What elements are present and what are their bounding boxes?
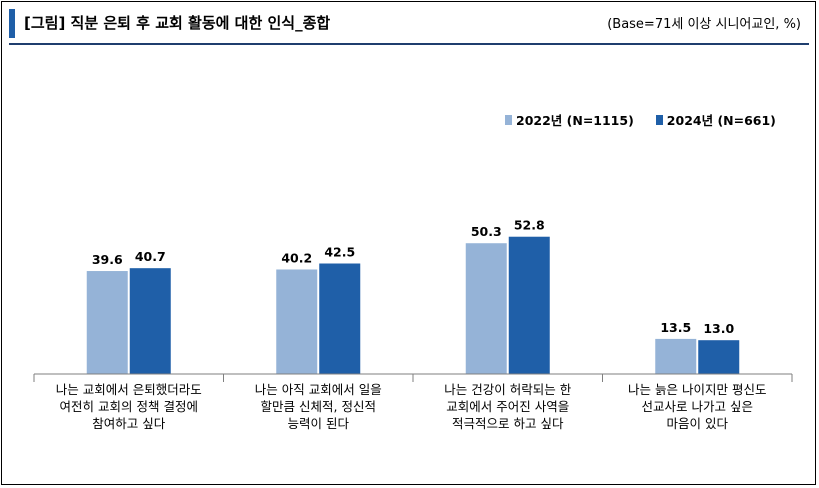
data-label-2024-cat-4: 13.0 xyxy=(703,321,734,336)
legend: 2022년 (N=1115) 2024년 (N=661) xyxy=(505,110,798,129)
bar-2022-cat-3 xyxy=(465,243,507,374)
legend-label-2024: 2024년 (N=661) xyxy=(666,113,776,128)
bar-2024-cat-4 xyxy=(698,340,740,374)
data-label-2022-cat-1: 39.6 xyxy=(92,252,123,267)
legend-swatch-2022 xyxy=(505,114,512,125)
title-rule xyxy=(9,43,809,45)
legend-swatch-2024 xyxy=(655,114,663,125)
category-label-3: 나는 건강이 허락되는 한 교회에서 주어진 사역을 적극적으로 하고 싶다 xyxy=(444,382,572,431)
data-label-2022-cat-3: 50.3 xyxy=(471,224,502,239)
legend-item-2024: 2024년 (N=661) xyxy=(655,110,776,129)
data-label-2024-cat-2: 42.5 xyxy=(324,245,355,260)
bar-2022-cat-4 xyxy=(655,338,697,374)
category-label-1: 나는 교회에서 은퇴했더라도 여전히 교회의 정책 결정에 참여하고 싶다 xyxy=(55,382,202,431)
bar-2022-cat-1 xyxy=(86,271,128,374)
title-accent-bar xyxy=(9,9,15,38)
legend-label-2022: 2022년 (N=1115) xyxy=(516,113,634,128)
bar-2022-cat-2 xyxy=(276,269,318,374)
category-label-2: 나는 아직 교회에서 일을 할만큼 신체적, 정신적 능력이 된다 xyxy=(254,382,382,431)
data-label-2022-cat-2: 40.2 xyxy=(281,250,312,265)
data-label-2022-cat-4: 13.5 xyxy=(660,320,691,335)
bar-2024-cat-2 xyxy=(319,263,361,374)
data-label-2024-cat-1: 40.7 xyxy=(135,249,166,264)
base-note: (Base=71세 이상 시니어교인, %) xyxy=(607,17,801,32)
bar-2024-cat-3 xyxy=(508,236,550,374)
chart-title: [그림] 직분 은퇴 후 교회 활동에 대한 인식_종합 xyxy=(24,14,331,32)
category-label-4: 나는 늙은 나이지만 평신도 선교사로 나가고 싶은 마음이 있다 xyxy=(628,382,767,431)
bar-2024-cat-1 xyxy=(129,268,171,374)
data-label-2024-cat-3: 52.8 xyxy=(514,218,545,233)
legend-item-2022: 2022년 (N=1115) xyxy=(505,110,634,129)
